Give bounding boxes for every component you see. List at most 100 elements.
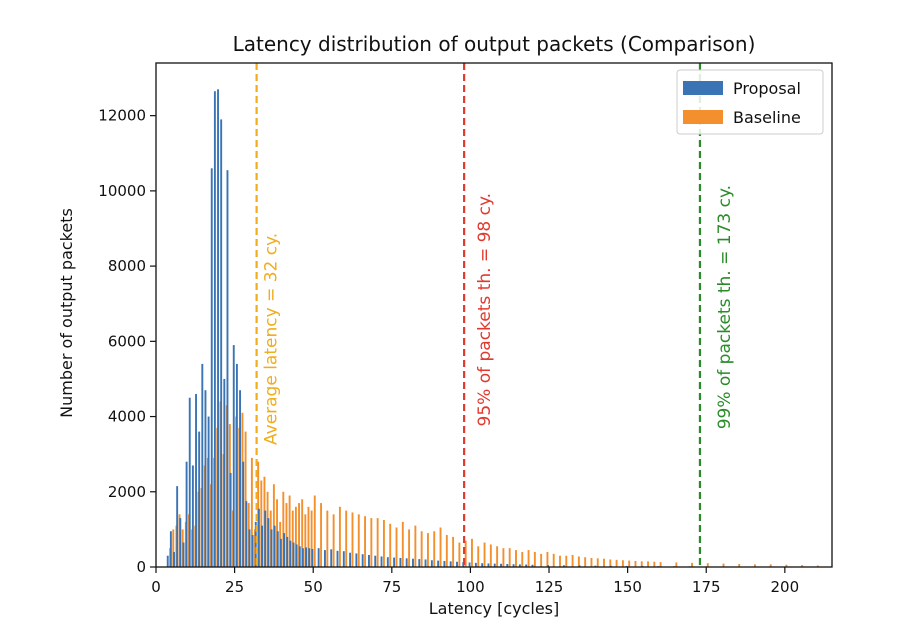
y-tick-label: 0 (136, 558, 146, 576)
baseline-bar (304, 514, 307, 567)
baseline-bar (502, 548, 505, 567)
proposal-bar (412, 558, 414, 567)
proposal-bar (456, 561, 458, 567)
baseline-bar (370, 518, 373, 567)
proposal-bar (361, 554, 364, 567)
baseline-bar (489, 544, 492, 567)
proposal-bar (405, 558, 408, 567)
baseline-bar (291, 510, 294, 567)
baseline-bar (659, 562, 662, 567)
proposal-bar (449, 561, 452, 567)
baseline-bar (533, 551, 536, 567)
baseline-bar (691, 562, 694, 567)
proposal-bar (248, 529, 251, 567)
proposal-bar (217, 89, 219, 567)
baseline-bar (401, 521, 404, 567)
baseline-bar (307, 506, 310, 567)
proposal-bar (301, 548, 304, 567)
proposal-bar (207, 416, 210, 567)
proposal-bar (270, 529, 273, 567)
proposal-bar (443, 560, 446, 567)
baseline-bar (521, 551, 524, 567)
x-tick-label: 175 (692, 578, 721, 596)
proposal-bar (305, 547, 308, 567)
baseline-bar (452, 536, 455, 567)
legend-label-baseline: Baseline (733, 108, 801, 127)
baseline-bar (496, 546, 499, 567)
proposal-bar (251, 535, 254, 567)
baseline-bar (609, 559, 612, 567)
proposal-bar (424, 559, 427, 567)
proposal-bar (279, 538, 282, 567)
proposal-bar (276, 531, 279, 567)
proposal-bar (169, 531, 172, 567)
proposal-bar (289, 540, 292, 567)
baseline-bar (559, 555, 561, 567)
proposal-bar (179, 518, 182, 567)
baseline-bar (584, 557, 587, 567)
x-tick-label: 150 (613, 578, 642, 596)
baseline-bar (439, 527, 442, 567)
proposal-bar (261, 525, 264, 567)
baseline-bar (332, 514, 335, 567)
baseline-bar (313, 495, 316, 567)
proposal-bar (229, 472, 232, 567)
baseline-bar (769, 564, 772, 567)
baseline-bar (816, 565, 819, 567)
proposal-bar (245, 501, 248, 567)
proposal-bar (239, 390, 241, 567)
baseline-bar (471, 538, 473, 567)
chart-title: Latency distribution of output packets (… (233, 32, 756, 56)
y-tick-label: 12000 (98, 107, 146, 125)
baseline-bar (294, 506, 297, 567)
x-tick-label: 100 (456, 578, 485, 596)
proposal-bar (283, 533, 286, 567)
legend-label-proposal: Proposal (733, 79, 801, 98)
baseline-bar (320, 503, 322, 567)
proposal-bars (166, 89, 817, 568)
proposal-bar (273, 525, 276, 567)
proposal-bar (386, 557, 389, 567)
x-tick-label: 50 (304, 578, 323, 596)
baseline-bar (615, 559, 618, 567)
x-tick-label: 200 (771, 578, 800, 596)
baseline-bar (260, 480, 263, 567)
legend-swatch-proposal (683, 81, 723, 95)
proposal-bar (286, 536, 289, 567)
proposal-bar (166, 555, 169, 567)
proposal-bar (264, 510, 267, 567)
proposal-bar (562, 565, 565, 567)
baseline-bar (326, 510, 329, 567)
baseline-bar (675, 562, 678, 567)
baseline-bar (376, 518, 379, 567)
baseline-bar (288, 495, 291, 567)
baseline-bar (389, 523, 392, 567)
proposal-bar (330, 549, 333, 567)
proposal-bar (235, 363, 238, 567)
baseline-bar (458, 542, 461, 567)
baseline-bar (250, 457, 253, 567)
baseline-bar (753, 564, 756, 567)
proposal-bar (188, 397, 191, 567)
proposal-bar (506, 563, 509, 567)
proposal-bar (204, 390, 207, 567)
proposal-bar (176, 486, 179, 567)
baseline-bar (272, 484, 275, 567)
x-axis-label: Latency [cycles] (429, 599, 560, 618)
proposal-bar (298, 546, 301, 567)
baseline-bar (640, 561, 643, 567)
plot-frame (155, 62, 833, 568)
proposal-bar (578, 565, 581, 567)
y-tick-label: 10000 (98, 182, 146, 200)
p95-threshold-label: 95% of packets th. = 98 cy. (475, 193, 495, 426)
proposal-bar (547, 565, 550, 567)
p99-threshold-label: 99% of packets th. = 173 cy. (715, 185, 735, 429)
proposal-bar (342, 551, 345, 567)
baseline-bar (801, 565, 804, 567)
baseline-bar (285, 503, 288, 567)
baseline-bar (785, 564, 788, 567)
x-tick-label: 125 (535, 578, 564, 596)
y-tick-label: 6000 (108, 332, 146, 350)
baseline-bar (310, 510, 313, 567)
proposal-bar (317, 548, 320, 567)
